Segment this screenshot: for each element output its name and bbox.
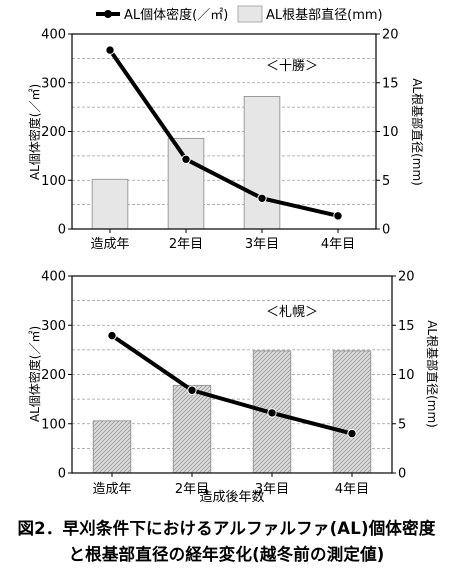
y-tick-label: 400	[41, 270, 66, 285]
y-tick-label: 100	[41, 174, 66, 189]
legend: AL個体密度(／㎡) AL根基部直径(mm)	[96, 5, 383, 23]
y2-tick-label: 0	[382, 223, 390, 238]
bar-0	[92, 420, 132, 474]
x-tick-label: 造成年	[90, 237, 129, 252]
x-tick-label: 2年目	[169, 237, 203, 252]
density-point-1	[181, 154, 191, 164]
density-line	[110, 333, 353, 436]
y2-tick-label: 5	[382, 174, 390, 189]
y-tick-label: 300	[41, 76, 66, 91]
y-tick-label: 100	[41, 417, 66, 432]
y2-tick-label: 5	[398, 417, 406, 432]
legend-line-label: AL個体密度(／㎡)	[124, 7, 228, 23]
x-tick-label: 2年目	[175, 482, 209, 497]
density-point-2	[257, 193, 267, 203]
y2-tick-label: 10	[398, 368, 415, 383]
x-tick-label: 4年目	[335, 482, 369, 497]
y-axis-label: AL個体密度(／㎡)	[27, 84, 42, 180]
x-axis-label: 造成後年数	[199, 490, 264, 505]
y-tick-label: 0	[58, 467, 66, 482]
density-point-0	[105, 45, 115, 55]
y-tick-label: 400	[41, 28, 66, 43]
y-tick-label: 200	[41, 368, 66, 383]
legend-line-marker	[104, 10, 112, 18]
bar-2	[243, 96, 281, 230]
y-tick-label: 300	[41, 319, 66, 334]
figure-caption-line-1: 図2．早刈条件下におけるアルファルファ(AL)個体密度	[17, 519, 436, 538]
chart-title: ＜札幌＞	[266, 304, 318, 320]
x-tick-label: 3年目	[245, 237, 279, 252]
x-tick-label: 4年目	[321, 237, 355, 252]
y2-tick-label: 0	[398, 467, 406, 482]
legend-bar-label: AL根基部直径(mm)	[266, 8, 383, 23]
bar-3	[332, 350, 372, 474]
y-axis-label: AL個体密度(／㎡)	[27, 326, 42, 422]
y2-tick-label: 15	[398, 319, 415, 334]
y2-axis-label: AL根基部直径(mm)	[425, 320, 440, 428]
bar-1	[172, 384, 212, 474]
legend-bar-swatch	[237, 5, 263, 23]
density-point-1	[187, 385, 197, 395]
density-line	[108, 48, 339, 218]
y-tick-label: 0	[58, 223, 66, 238]
bar-1	[167, 137, 205, 230]
density-point-0	[107, 330, 117, 341]
figure: AL個体密度(／㎡) AL根基部直径(mm) ＜十勝＞ AL個体密度(／㎡) A…	[27, 5, 440, 506]
bar-0	[91, 178, 129, 230]
chart-sapporo: ＜札幌＞ AL個体密度(／㎡) AL根基部直径(mm) 造成後年数 010020…	[27, 270, 440, 506]
y2-tick-label: 20	[398, 270, 415, 285]
y2-axis-label: AL根基部直径(mm)	[410, 78, 425, 186]
chart-tokachi: ＜十勝＞ AL個体密度(／㎡) AL根基部直径(mm) 010020030040…	[27, 28, 425, 253]
density-point-2	[267, 408, 277, 418]
chart-title: ＜十勝＞	[266, 59, 318, 74]
x-tick-label: 3年目	[255, 482, 289, 497]
figure-caption-line-2: と根基部直径の経年変化(越冬前の測定値)	[68, 545, 385, 564]
density-point-3	[333, 211, 343, 221]
x-tick-label: 造成年	[92, 482, 131, 497]
y2-tick-label: 10	[382, 125, 399, 140]
y2-tick-label: 20	[382, 28, 399, 43]
density-point-3	[347, 428, 357, 439]
y2-tick-label: 15	[382, 76, 399, 91]
y-tick-label: 200	[41, 125, 66, 140]
